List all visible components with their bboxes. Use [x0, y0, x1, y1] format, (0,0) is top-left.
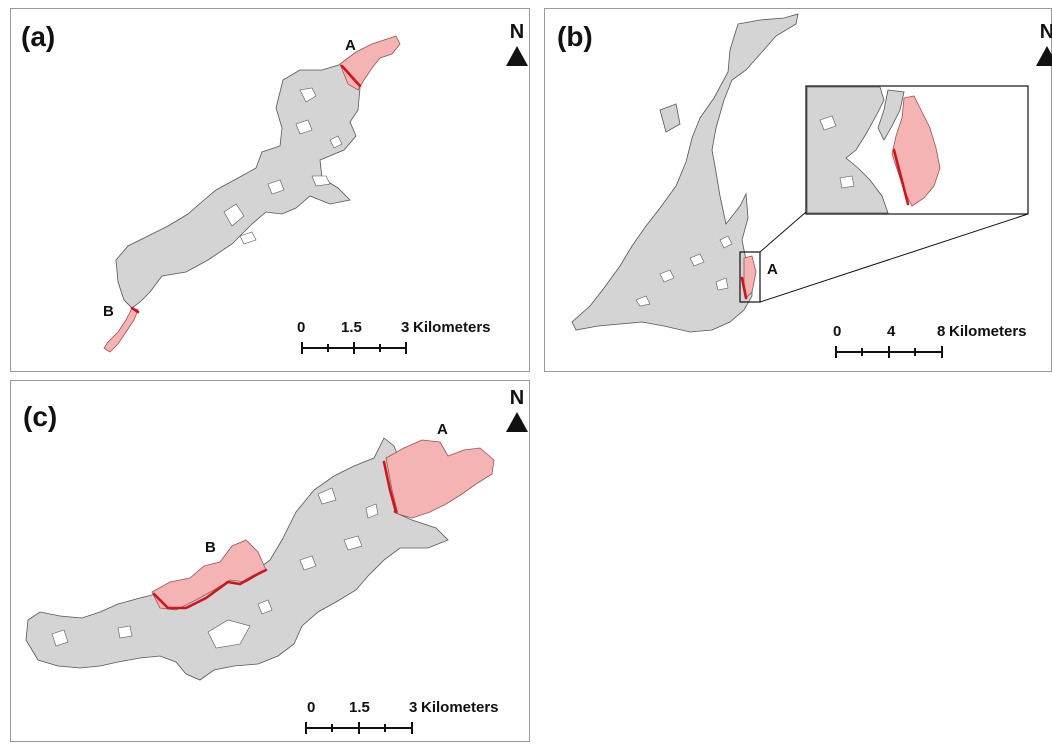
lake-c: [25, 437, 495, 681]
site-b-label: B: [103, 303, 114, 320]
dam-line-a: [340, 64, 362, 88]
site-a-label: A: [767, 261, 778, 278]
scale-tick-mid: 1.5: [349, 699, 370, 716]
dam-line-inset: [892, 148, 910, 206]
panel-a: (a) N A B 0 1.5 3 Kilometers: [10, 8, 530, 372]
scale-tick-mid: 1.5: [341, 319, 362, 336]
north-arrow-icon: [506, 412, 528, 432]
flooded-area-inset: [891, 95, 941, 207]
flooded-area-a: [339, 35, 401, 91]
dam-line-b: [152, 568, 268, 610]
north-label: N: [1039, 21, 1052, 43]
scale-tick-0: 0: [297, 319, 306, 336]
north-arrow-b: N: [1035, 21, 1052, 66]
scale-tick-0: 0: [833, 323, 842, 340]
scale-tick-0: 0: [307, 699, 316, 716]
scale-bar-a: [301, 342, 407, 354]
site-a-label: A: [345, 37, 356, 54]
scale-unit: Kilometers: [421, 699, 499, 716]
north-label: N: [509, 21, 525, 43]
panel-a-label: (a): [21, 21, 56, 52]
lake-b-body: [571, 13, 799, 333]
scale-bar-b: [835, 346, 943, 358]
panel-c-label: (c): [23, 401, 58, 432]
north-arrow-c: N: [505, 387, 529, 432]
dam-line-a: [382, 460, 398, 514]
north-arrow-a: N: [505, 21, 529, 66]
scale-tick-max: 3: [409, 699, 418, 716]
scale-tick-max: 3: [401, 319, 410, 336]
flooded-area-b: [151, 539, 267, 611]
scale-unit: Kilometers: [413, 319, 491, 336]
north-arrow-icon: [506, 46, 528, 66]
site-a-label: A: [437, 421, 448, 438]
site-b-label: B: [205, 539, 216, 556]
dam-line-b: [130, 306, 140, 314]
flooded-area-a: [385, 439, 495, 519]
panel-b-label: (b): [557, 21, 593, 52]
north-label: N: [509, 387, 525, 409]
flooded-area-b: [103, 307, 139, 353]
lake-a: [103, 35, 401, 353]
scale-tick-mid: 4: [887, 323, 896, 340]
scale-unit: Kilometers: [949, 323, 1027, 340]
scale-bar-c: [305, 722, 413, 734]
lake-b: [571, 13, 1029, 333]
scale-tick-max: 8: [937, 323, 946, 340]
north-arrow-icon: [1036, 46, 1052, 66]
lake-a-body: [115, 63, 361, 309]
